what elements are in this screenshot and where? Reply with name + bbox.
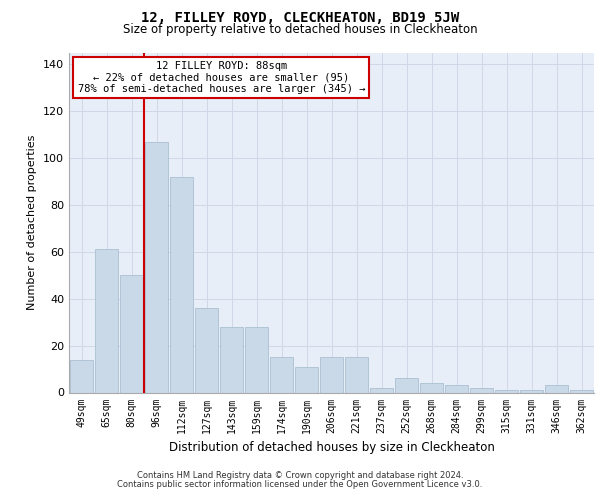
Bar	[520, 390, 543, 392]
Text: Contains HM Land Registry data © Crown copyright and database right 2024.: Contains HM Land Registry data © Crown c…	[137, 471, 463, 480]
Bar	[195, 308, 218, 392]
Text: 12 FILLEY ROYD: 88sqm
← 22% of detached houses are smaller (95)
78% of semi-deta: 12 FILLEY ROYD: 88sqm ← 22% of detached …	[77, 61, 365, 94]
Bar	[445, 386, 468, 392]
Bar	[95, 250, 118, 392]
Bar	[270, 358, 293, 392]
Bar	[145, 142, 168, 392]
Text: 12, FILLEY ROYD, CLECKHEATON, BD19 5JW: 12, FILLEY ROYD, CLECKHEATON, BD19 5JW	[141, 11, 459, 25]
Bar	[370, 388, 393, 392]
Bar	[295, 366, 318, 392]
Y-axis label: Number of detached properties: Number of detached properties	[28, 135, 37, 310]
Bar	[545, 386, 568, 392]
Bar	[470, 388, 493, 392]
Bar	[220, 327, 243, 392]
Bar	[120, 276, 143, 392]
Bar	[170, 177, 193, 392]
Bar	[420, 383, 443, 392]
Bar	[320, 358, 343, 392]
Bar	[70, 360, 93, 392]
Bar	[495, 390, 518, 392]
Bar	[395, 378, 418, 392]
X-axis label: Distribution of detached houses by size in Cleckheaton: Distribution of detached houses by size …	[169, 441, 494, 454]
Bar	[345, 358, 368, 392]
Text: Contains public sector information licensed under the Open Government Licence v3: Contains public sector information licen…	[118, 480, 482, 489]
Text: Size of property relative to detached houses in Cleckheaton: Size of property relative to detached ho…	[122, 22, 478, 36]
Bar	[570, 390, 593, 392]
Bar	[245, 327, 268, 392]
